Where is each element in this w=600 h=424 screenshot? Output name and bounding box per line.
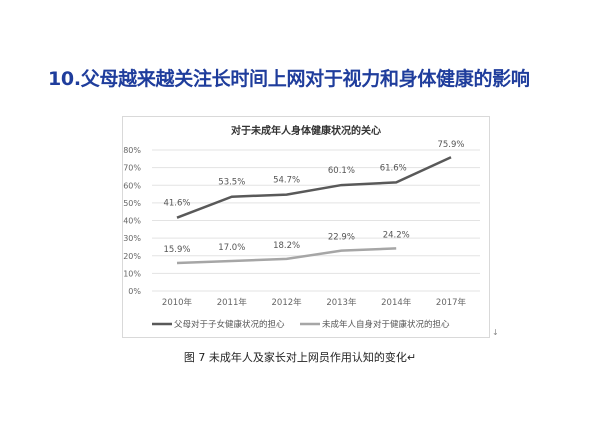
data-label: 54.7%	[273, 176, 300, 186]
data-label: 24.2%	[383, 230, 410, 240]
chart-frame	[122, 116, 490, 338]
y-tick-label: 50%	[123, 199, 141, 208]
data-label: 17.0%	[218, 243, 245, 253]
figure-caption: 图 7 未成年人及家长对上网员作用认知的变化↵	[183, 351, 417, 364]
y-tick-label: 70%	[123, 164, 141, 173]
legend-label: 未成年人自身对于健康状况的担心	[322, 319, 450, 330]
data-label: 60.1%	[328, 166, 355, 176]
x-tick-label: 2011年	[217, 297, 248, 308]
paragraph-mark: ↓	[492, 328, 499, 337]
x-tick-label: 2013年	[326, 297, 357, 308]
page-title: 10.父母越来越关注长时间上网对于视力和身体健康的影响	[48, 68, 530, 90]
y-tick-label: 30%	[123, 234, 141, 243]
data-label: 22.9%	[328, 233, 355, 243]
y-tick-label: 20%	[123, 252, 141, 261]
data-label: 41.6%	[163, 199, 190, 209]
x-tick-label: 2012年	[272, 297, 303, 308]
legend-label: 父母对于子女健康状况的担心	[174, 319, 285, 330]
series-line-2	[176, 247, 397, 265]
x-tick-label: 2017年	[436, 297, 467, 308]
data-label: 53.5%	[218, 178, 245, 188]
y-tick-label: 40%	[123, 217, 141, 226]
series-line-1	[176, 156, 452, 219]
y-tick-label: 10%	[123, 269, 141, 278]
data-label: 75.9%	[437, 140, 464, 150]
y-tick-label: 0%	[128, 287, 141, 296]
x-tick-label: 2014年	[381, 297, 412, 308]
chart-title: 对于未成年人身体健康状况的关心	[231, 124, 381, 137]
data-label: 18.2%	[273, 241, 300, 251]
y-tick-label: 80%	[123, 146, 141, 155]
data-label: 15.9%	[163, 245, 190, 255]
y-tick-label: 60%	[123, 181, 141, 190]
data-label: 61.6%	[380, 163, 407, 173]
x-tick-label: 2010年	[162, 297, 193, 308]
